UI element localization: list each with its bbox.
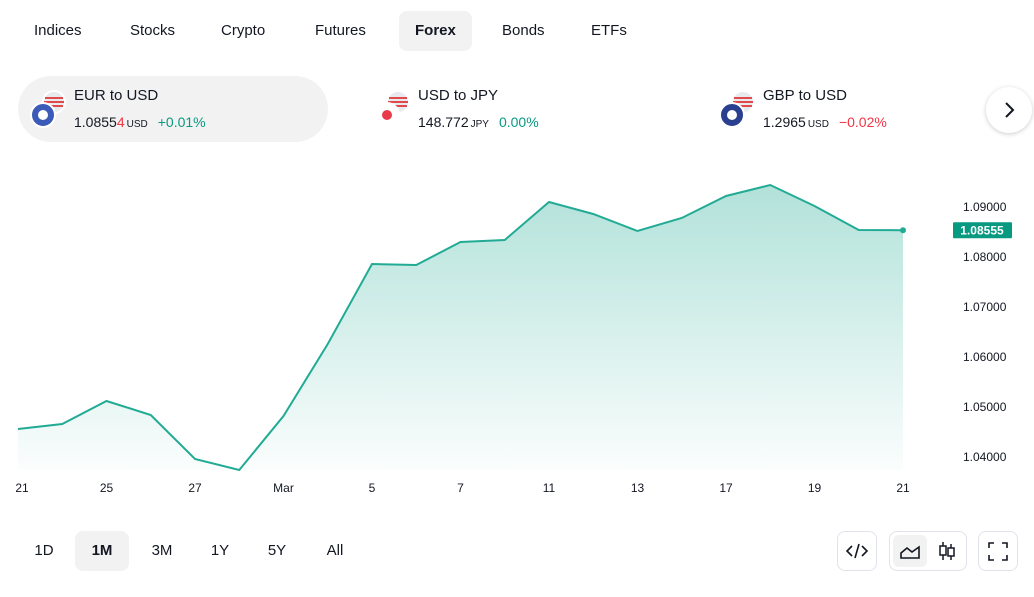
x-tick-label: 13 — [631, 481, 645, 495]
currency: USD — [807, 119, 829, 130]
ticker-card[interactable]: EUR to USD 1.08554 USD +0.01% — [18, 76, 328, 142]
x-tick-label: 17 — [719, 481, 733, 495]
x-tick-label: 21 — [15, 481, 29, 495]
price: 1.0855 — [74, 114, 117, 130]
embed-button[interactable] — [837, 531, 877, 571]
tab[interactable]: Crypto — [221, 22, 266, 39]
range-button[interactable]: 1M — [75, 531, 129, 571]
ticker-name: USD to JPY — [418, 87, 499, 104]
ticker-name: EUR to USD — [74, 87, 159, 104]
change: +0.01% — [157, 114, 206, 130]
price-badge — [953, 222, 1012, 239]
x-tick-label: 19 — [808, 481, 822, 495]
x-tick-label: Mar — [273, 481, 294, 495]
y-tick-label: 1.08000 — [963, 250, 1007, 264]
range-button[interactable]: 3M — [151, 542, 173, 559]
chart-type-group — [889, 531, 967, 571]
fullscreen-button[interactable] — [978, 531, 1018, 571]
x-tick-label: 21 — [896, 481, 910, 495]
range-button[interactable]: 1Y — [210, 542, 230, 559]
y-tick-label: 1.04000 — [963, 450, 1007, 464]
y-tick-label: 1.07000 — [963, 300, 1007, 314]
x-tick-label: 25 — [100, 481, 114, 495]
ticker-price-row: 1.2965 USD −0.02% — [763, 114, 887, 130]
ticker-card[interactable]: USD to JPY 148.772 JPY 0.00% — [362, 76, 672, 142]
ticker-card[interactable]: GBP to USD 1.2965 USD −0.02% — [707, 76, 1017, 142]
ticker-price-row: 148.772 JPY 0.00% — [418, 114, 539, 130]
area — [18, 185, 903, 470]
x-tick-label: 27 — [188, 481, 202, 495]
ticker-price-row: 1.08554 USD +0.01% — [74, 114, 206, 130]
currency: JPY — [470, 119, 489, 130]
change: −0.02% — [838, 114, 887, 130]
price: 148.772 — [418, 114, 469, 130]
tab[interactable]: ETFs — [591, 22, 627, 39]
tab[interactable]: Bonds — [502, 22, 545, 39]
currency: USD — [126, 119, 148, 130]
x-tick-label: 5 — [369, 481, 376, 495]
tab[interactable]: Stocks — [130, 22, 176, 39]
y-tick-label: 1.06000 — [963, 350, 1007, 364]
x-tick-label: 11 — [543, 481, 556, 495]
flag-icon — [30, 90, 66, 128]
y-tick-label: 1.05000 — [963, 400, 1007, 414]
ticker-name: GBP to USD — [763, 87, 847, 104]
x-tick-label: 7 — [457, 481, 464, 495]
last-point — [900, 227, 906, 234]
price-label: 1.08555 — [960, 223, 1004, 237]
tab[interactable]: Futures — [315, 22, 366, 39]
tab[interactable]: Indices — [34, 22, 82, 39]
price-digit: 4 — [116, 114, 125, 130]
range-button[interactable]: All — [326, 542, 344, 559]
flag-icon — [374, 90, 410, 128]
candle-button[interactable] — [930, 535, 964, 567]
range-button[interactable]: 5Y — [267, 542, 287, 559]
flag-icon — [719, 90, 755, 128]
area-button[interactable] — [893, 535, 927, 567]
range-button[interactable]: 1D — [34, 542, 54, 559]
line — [17, 183, 904, 472]
price: 1.2965 — [763, 114, 806, 130]
next-button[interactable] — [986, 87, 1032, 133]
tab[interactable]: Forex — [399, 11, 472, 51]
y-tick-label: 1.09000 — [963, 200, 1007, 214]
change: 0.00% — [498, 114, 539, 130]
